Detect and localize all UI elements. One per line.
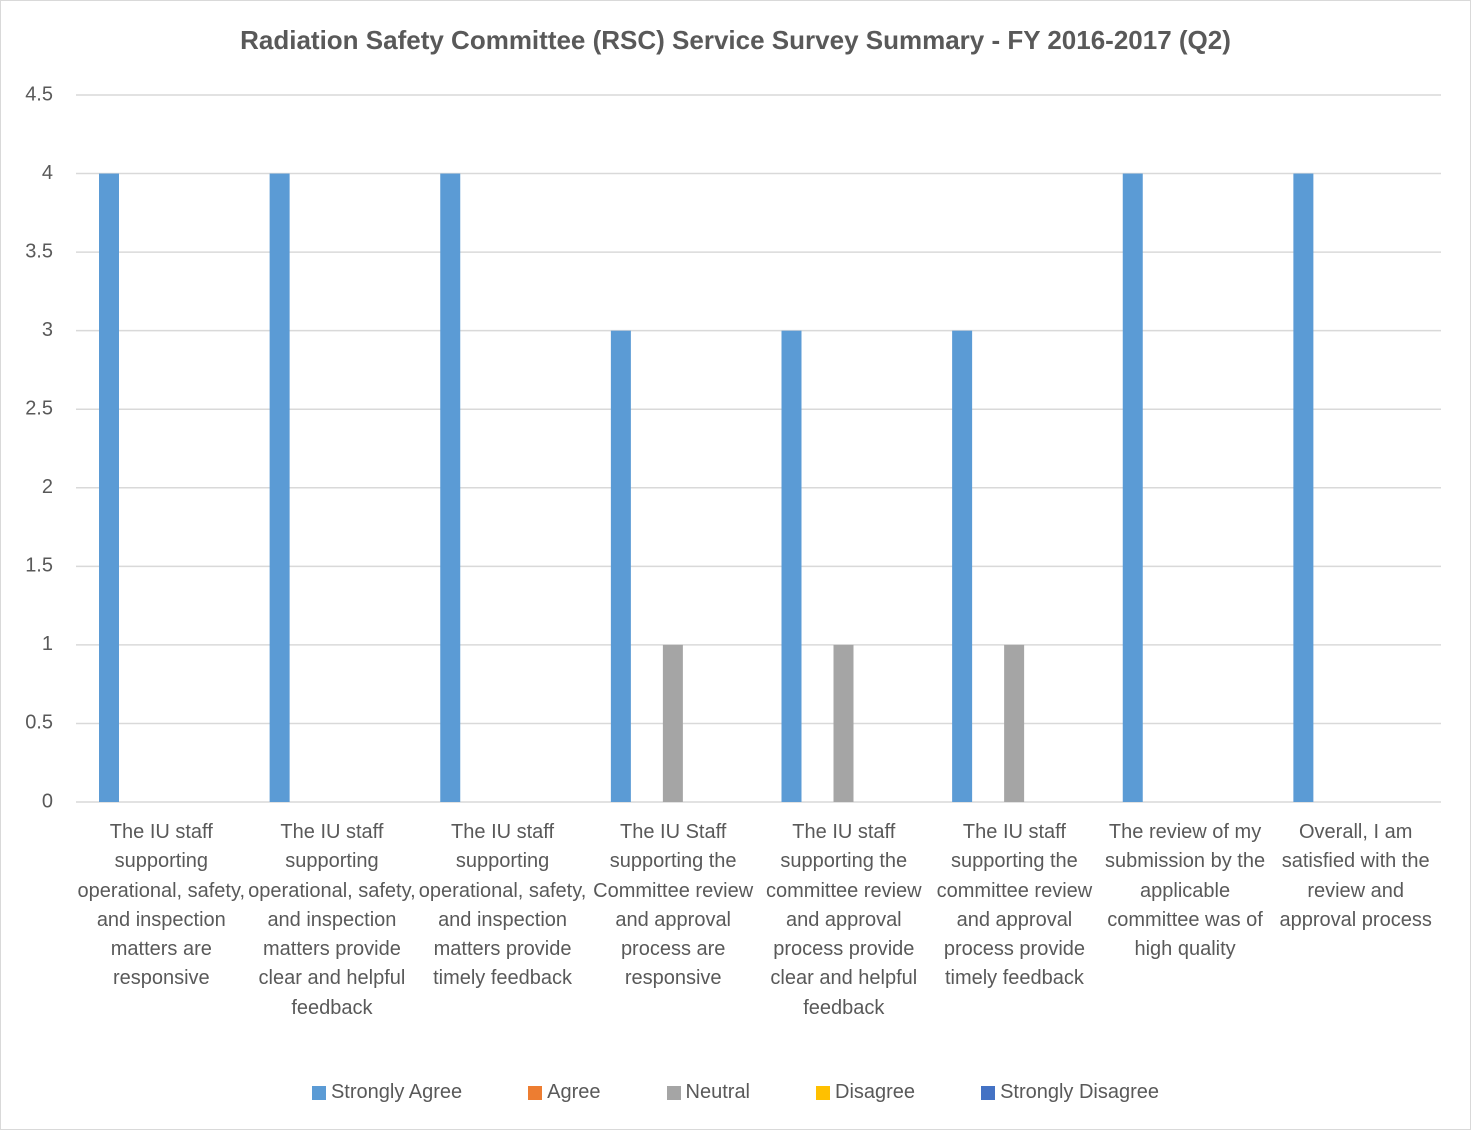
y-tick-label: 1.5 [25,555,53,577]
legend-swatch [981,1085,996,1100]
bar [440,173,461,803]
legend-item: Agree [528,1081,601,1104]
x-tick-label: The IU Staff supporting the Committee re… [593,821,754,990]
legend-item: Neutral [666,1081,751,1104]
bar [99,173,119,803]
chart-title: Radiation Safety Committee (RSC) Service… [240,25,1231,55]
y-tick-label: 0 [42,790,53,812]
bar [781,330,802,802]
legend-item: Strongly Agree [311,1081,463,1104]
x-tick-label: The IU staff supporting the committee re… [766,821,922,1019]
x-tick-label: Overall, I am satisfied with the review … [1279,821,1432,931]
legend-swatch [816,1085,831,1100]
legend: Strongly Agree Agree Neutral Disagree Strong… [1,1081,1470,1104]
x-tick-label: The review of my submission by the appli… [1105,821,1266,961]
legend-label: Agree [547,1081,601,1103]
legend-item: Disagree [816,1081,915,1104]
legend-swatch [528,1085,543,1100]
bar [269,173,290,803]
bar [952,330,973,802]
legend-label: Neutral [685,1081,751,1103]
y-tick-label: 4.5 [25,83,53,105]
bar [662,644,683,802]
bar [833,644,854,802]
bar [1293,173,1314,803]
legend-label: Strongly Disagree [1000,1081,1160,1103]
legend-label: Disagree [835,1081,916,1103]
y-tick-label: 4 [42,162,53,184]
y-tick-label: 2.5 [25,398,53,420]
legend-label: Strongly Agree [330,1081,463,1103]
y-tick-label: 0.5 [25,712,53,734]
y-tick-label: 3 [42,319,53,341]
x-tick-label: The IU staff supporting operational, saf… [77,821,246,990]
bar [1004,644,1025,802]
bar [1122,173,1143,803]
bar [610,330,631,802]
y-tick-label: 1 [42,633,53,655]
y-tick-label: 2 [42,476,53,498]
x-tick-label: The IU staff supporting operational, saf… [418,821,587,990]
legend-swatch [311,1085,326,1100]
legend-swatch [666,1085,681,1100]
y-tick-label: 3.5 [25,240,53,262]
x-tick-label: The IU staff supporting operational, saf… [248,821,416,1019]
legend-item: Strongly Disagree [981,1081,1159,1104]
x-tick-label: The IU staff supporting the committee re… [936,821,1093,990]
